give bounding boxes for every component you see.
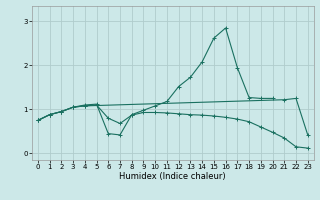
X-axis label: Humidex (Indice chaleur): Humidex (Indice chaleur) xyxy=(119,172,226,181)
